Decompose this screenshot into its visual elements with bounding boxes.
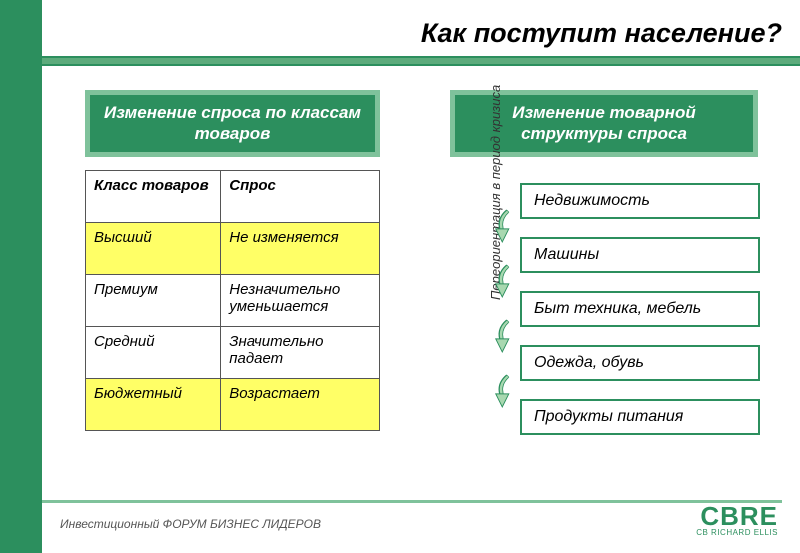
logo: CBRE CB RICHARD ELLIS — [696, 503, 778, 537]
table-row: ПремиумНезначительно уменьшается — [86, 275, 380, 327]
table-cell: Незначительно уменьшается — [221, 275, 380, 327]
down-arrow-icon — [492, 263, 520, 301]
down-arrow-icon — [492, 208, 520, 246]
table-col-class: Класс товаров — [86, 171, 221, 223]
logo-sub: CB RICHARD ELLIS — [696, 529, 778, 537]
logo-main: CBRE — [696, 503, 778, 529]
table-col-demand: Спрос — [221, 171, 380, 223]
table-cell: Бюджетный — [86, 379, 221, 431]
flow-column: Недвижимость Машины Быт техника, мебель Оде… — [520, 183, 760, 453]
left-panel-header: Изменение спроса по классам товаров — [85, 90, 380, 157]
table-cell: Высший — [86, 223, 221, 275]
flow-item: Продукты питания — [520, 399, 760, 435]
table-cell: Не изменяется — [221, 223, 380, 275]
flow-item: Недвижимость — [520, 183, 760, 219]
table-row: ВысшийНе изменяется — [86, 223, 380, 275]
page-title: Как поступит население? — [42, 18, 800, 49]
bottom-rule — [42, 500, 782, 503]
flow-item: Одежда, обувь — [520, 345, 760, 381]
footer-text: Инвестиционный ФОРУМ БИЗНЕС ЛИДЕРОВ — [60, 517, 321, 531]
demand-table: Класс товаров Спрос ВысшийНе изменяетсяП… — [85, 170, 380, 431]
down-arrow-icon — [492, 373, 520, 411]
table-cell: Средний — [86, 327, 221, 379]
flow-item: Машины — [520, 237, 760, 273]
table-cell: Премиум — [86, 275, 221, 327]
table-row: БюджетныйВозрастает — [86, 379, 380, 431]
title-underline — [42, 56, 800, 66]
table-cell: Значительно падает — [221, 327, 380, 379]
down-arrow-icon — [492, 318, 520, 356]
sidebar-left-bar — [0, 0, 42, 553]
flow-item: Быт техника, мебель — [520, 291, 760, 327]
table-row: СреднийЗначительно падает — [86, 327, 380, 379]
table-cell: Возрастает — [221, 379, 380, 431]
